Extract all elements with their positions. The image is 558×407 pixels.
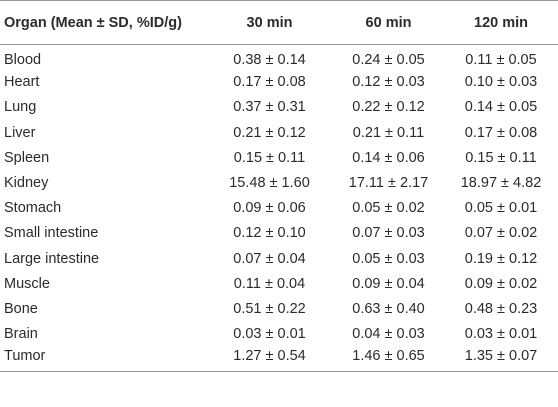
value-120-min: 0.05 ± 0.01 (464, 200, 538, 217)
value-60-min: 0.24 ± 0.05 (352, 52, 425, 69)
header-120-min: 120 min (444, 0, 558, 45)
value-60-min: 0.05 ± 0.02 (352, 200, 425, 217)
table-row: Liver 0.21 ± 0.12 0.21 ± 0.11 0.17 ± 0.0… (0, 120, 558, 145)
table-row: Small intestine 0.12 ± 0.10 0.07 ± 0.03 … (0, 221, 558, 246)
header-60-min: 60 min (333, 0, 444, 45)
table-row: Stomach 0.09 ± 0.06 0.05 ± 0.02 0.05 ± 0… (0, 196, 558, 221)
organ-cell: Tumor (0, 346, 206, 373)
table-row: Heart 0.17 ± 0.08 0.12 ± 0.03 0.10 ± 0.0… (0, 70, 558, 95)
value-30-min: 0.51 ± 0.22 (233, 300, 306, 317)
organ-cell: Stomach (4, 200, 62, 217)
organ-cell: Spleen (4, 149, 50, 166)
value-120-min: 1.35 ± 0.07 (444, 346, 558, 373)
value-120-min: 0.19 ± 0.12 (464, 250, 538, 267)
header-row: Organ (Mean ± SD, %ID/g) 30 min 60 min 1… (0, 0, 558, 45)
value-120-min: 0.03 ± 0.01 (464, 326, 538, 343)
value-120-min: 0.14 ± 0.05 (464, 99, 538, 116)
value-30-min: 0.09 ± 0.06 (233, 200, 306, 217)
table-row: Bone 0.51 ± 0.22 0.63 ± 0.40 0.48 ± 0.23 (0, 296, 558, 321)
organ-cell: Blood (4, 52, 42, 69)
table-row: Large intestine 0.07 ± 0.04 0.05 ± 0.03 … (0, 246, 558, 271)
value-120-min: 0.07 ± 0.02 (464, 225, 538, 242)
table-header: Organ (Mean ± SD, %ID/g) 30 min 60 min 1… (0, 0, 558, 45)
value-30-min: 15.48 ± 1.60 (229, 175, 310, 192)
organ-cell: Brain (4, 326, 38, 343)
table-row: Tumor 1.27 ± 0.54 1.46 ± 0.65 1.35 ± 0.0… (0, 346, 558, 373)
value-60-min: 17.11 ± 2.17 (348, 175, 429, 192)
value-120-min: 18.97 ± 4.82 (460, 175, 542, 192)
table-row: Kidney 15.48 ± 1.60 17.11 ± 2.17 18.97 ±… (0, 170, 558, 195)
value-120-min: 0.11 ± 0.05 (465, 52, 537, 69)
organ-cell: Large intestine (4, 250, 100, 267)
value-30-min: 0.37 ± 0.31 (233, 99, 306, 116)
value-30-min: 0.03 ± 0.01 (233, 326, 306, 343)
value-30-min: 0.17 ± 0.08 (233, 74, 306, 91)
value-60-min: 0.63 ± 0.40 (352, 300, 425, 317)
value-60-min: 0.12 ± 0.03 (352, 74, 425, 91)
organ-cell: Heart (4, 74, 40, 91)
value-30-min: 1.27 ± 0.54 (206, 346, 333, 373)
value-30-min: 0.11 ± 0.04 (233, 275, 306, 292)
table-row: Blood 0.38 ± 0.14 0.24 ± 0.05 0.11 ± 0.0… (0, 45, 558, 70)
value-120-min: 0.15 ± 0.11 (465, 149, 537, 166)
value-30-min: 0.21 ± 0.12 (233, 124, 306, 141)
value-60-min: 0.21 ± 0.11 (352, 124, 425, 141)
value-120-min: 0.10 ± 0.03 (464, 74, 538, 91)
table-row: Spleen 0.15 ± 0.11 0.14 ± 0.06 0.15 ± 0.… (0, 145, 558, 170)
table-row: Muscle 0.11 ± 0.04 0.09 ± 0.04 0.09 ± 0.… (0, 271, 558, 296)
value-60-min: 0.14 ± 0.06 (352, 149, 425, 166)
value-30-min: 0.15 ± 0.11 (233, 149, 306, 166)
value-60-min: 0.05 ± 0.03 (352, 250, 425, 267)
value-30-min: 0.38 ± 0.14 (233, 52, 306, 69)
value-60-min: 0.07 ± 0.03 (352, 225, 425, 242)
value-30-min: 0.07 ± 0.04 (233, 250, 306, 267)
value-120-min: 0.17 ± 0.08 (464, 124, 538, 141)
value-120-min: 0.09 ± 0.02 (464, 275, 538, 292)
value-120-min: 0.48 ± 0.23 (464, 300, 538, 317)
organ-cell: Muscle (4, 275, 50, 292)
organ-cell: Lung (4, 99, 37, 116)
biodistribution-table: Organ (Mean ± SD, %ID/g) 30 min 60 min 1… (0, 0, 558, 373)
organ-cell: Liver (4, 124, 36, 141)
value-30-min: 0.12 ± 0.10 (233, 225, 306, 242)
table-row: Brain 0.03 ± 0.01 0.04 ± 0.03 0.03 ± 0.0… (0, 322, 558, 347)
header-30-min: 30 min (206, 0, 333, 45)
table-row: Lung 0.37 ± 0.31 0.22 ± 0.12 0.14 ± 0.05 (0, 95, 558, 120)
value-60-min: 0.04 ± 0.03 (352, 326, 425, 343)
table-body: Blood 0.38 ± 0.14 0.24 ± 0.05 0.11 ± 0.0… (0, 45, 558, 373)
organ-cell: Bone (4, 300, 38, 317)
organ-cell: Kidney (4, 175, 49, 192)
value-60-min: 0.22 ± 0.12 (352, 99, 425, 116)
organ-cell: Small intestine (4, 225, 99, 242)
value-60-min: 0.09 ± 0.04 (352, 275, 425, 292)
header-organ: Organ (Mean ± SD, %ID/g) (0, 0, 206, 45)
value-60-min: 1.46 ± 0.65 (333, 346, 444, 373)
